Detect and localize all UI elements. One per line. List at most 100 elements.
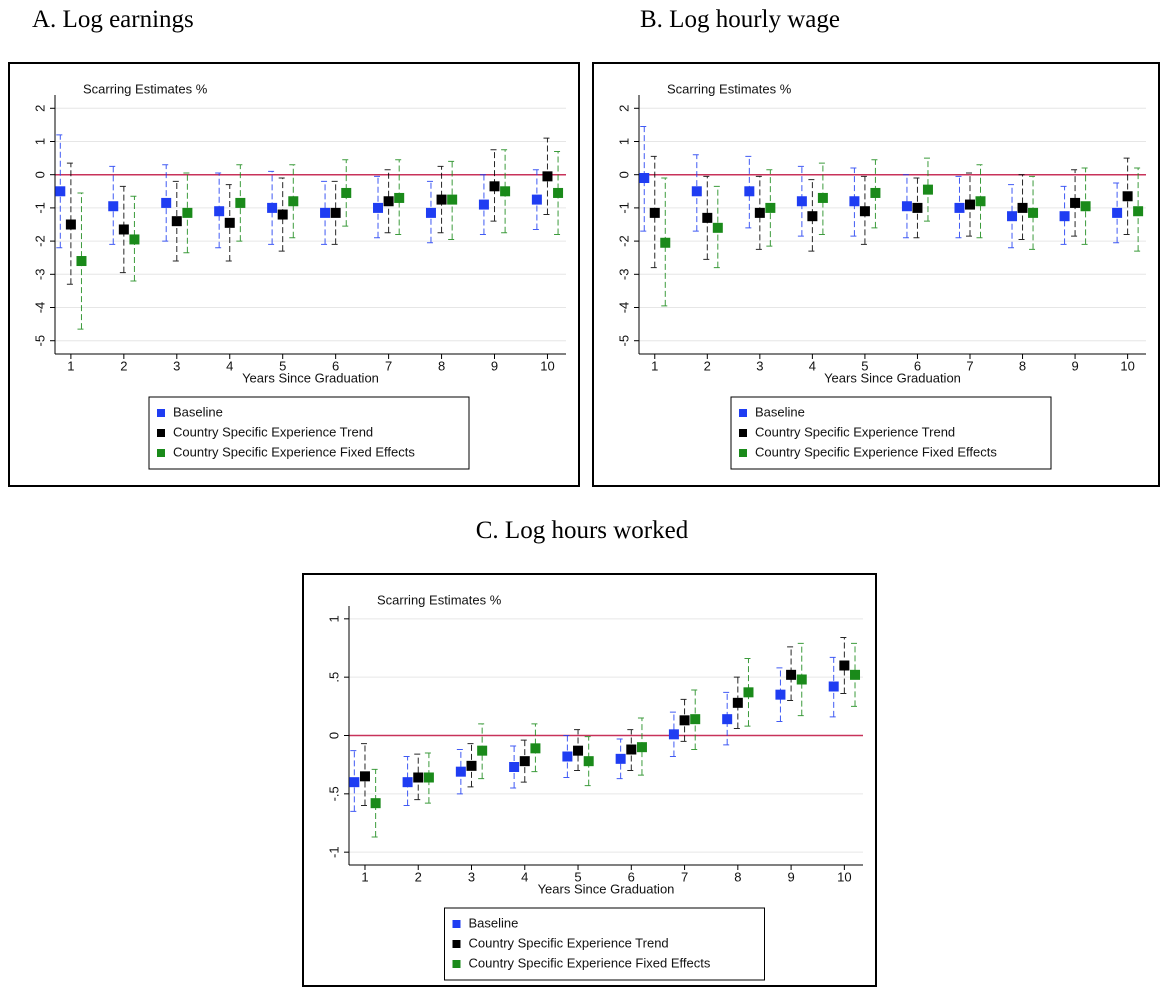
y-tick-label: 0 [616, 171, 631, 178]
point-estimate [732, 697, 743, 708]
legend-box [148, 396, 470, 470]
point-estimate [690, 714, 701, 725]
point-estimate [224, 217, 235, 228]
point-estimate [649, 207, 660, 218]
legend-label: Baseline [755, 404, 805, 419]
point-estimate [691, 186, 702, 197]
error-bar [787, 646, 796, 701]
point-estimate [850, 669, 861, 680]
point-estimate [901, 201, 912, 212]
point-estimate [1028, 207, 1039, 218]
point-estimate [394, 192, 405, 203]
x-tick-label: 9 [1071, 358, 1078, 373]
legend-box [730, 396, 1052, 470]
x-tick-label: 10 [540, 358, 554, 373]
y-tick-label: -2 [616, 235, 631, 247]
error-bar [584, 736, 593, 787]
point-estimate [702, 212, 713, 223]
chart-box: 2 1 0 -1 -2 -3 -4 -5 1 2 3 4 5 6 7 8 9 10 Years Since Grad… [8, 62, 580, 487]
x-tick-label: 7 [681, 869, 688, 884]
x-tick-label: 2 [704, 358, 711, 373]
error-bar [818, 162, 827, 235]
legend-swatch [739, 409, 747, 417]
x-tick-label: 7 [385, 358, 392, 373]
x-tick-label: 2 [415, 869, 422, 884]
legend-label: Country Specific Experience Trend [469, 935, 669, 950]
point-estimate [349, 777, 360, 788]
legend-label: Country Specific Experience Trend [755, 424, 955, 439]
x-tick-label: 2 [120, 358, 127, 373]
error-bar [424, 752, 433, 804]
point-estimate [636, 742, 647, 753]
point-estimate [849, 196, 860, 207]
error-bar [640, 126, 649, 232]
error-bar [871, 159, 880, 229]
point-estimate [553, 187, 564, 198]
y-axis-label: Scarring Estimates % [377, 592, 502, 607]
point-estimate [975, 196, 986, 207]
x-tick-label: 8 [438, 358, 445, 373]
point-estimate [182, 207, 193, 218]
point-estimate [679, 715, 690, 726]
point-estimate [531, 194, 542, 205]
point-estimate [129, 234, 140, 245]
x-tick-label: 10 [1120, 358, 1134, 373]
y-axis-label: Scarring Estimates % [667, 81, 792, 96]
legend-swatch [157, 429, 165, 437]
point-estimate [55, 186, 66, 197]
point-estimate [1017, 202, 1028, 213]
point-estimate [477, 745, 488, 756]
y-tick-label: -1 [32, 202, 47, 214]
point-estimate [839, 660, 850, 671]
point-estimate [425, 207, 436, 218]
x-tick-label: 1 [651, 358, 658, 373]
y-axis-label: Scarring Estimates % [83, 81, 208, 96]
panel-title: A. Log earnings [32, 6, 194, 33]
point-estimate [320, 207, 331, 218]
point-estimate [413, 772, 424, 783]
point-estimate [775, 689, 786, 700]
point-estimate [373, 202, 384, 213]
point-estimate [423, 772, 434, 783]
error-bar [371, 768, 380, 838]
point-estimate [870, 187, 881, 198]
point-estimate [118, 224, 129, 235]
y-tick-label: 2 [32, 105, 47, 112]
point-estimate [765, 202, 776, 213]
error-bar [119, 185, 128, 274]
panel-title: C. Log hours worked [475, 517, 689, 544]
legend-label: Country Specific Experience Fixed Effect… [755, 444, 997, 459]
error-bar [745, 155, 754, 229]
point-estimate [639, 173, 650, 184]
point-estimate [796, 196, 807, 207]
x-axis-label: Years Since Graduation [824, 370, 961, 385]
legend-swatch [452, 960, 461, 968]
point-estimate [660, 237, 671, 248]
y-tick-label: 1 [32, 138, 47, 145]
x-tick-label: 9 [787, 869, 794, 884]
x-tick-label: 3 [756, 358, 763, 373]
y-tick-label: .5 [326, 672, 341, 683]
point-estimate [954, 202, 965, 213]
legend-label: Country Specific Experience Trend [173, 424, 373, 439]
point-estimate [402, 777, 413, 788]
x-tick-label: 4 [809, 358, 816, 373]
point-estimate [530, 743, 541, 754]
x-tick-label: 5 [279, 358, 286, 373]
point-estimate [214, 206, 225, 217]
chart: 1 .5 0 -.5 -1 1 2 3 4 5 6 7 8 9 10 Years Since Graduati… [326, 592, 863, 981]
point-estimate [235, 197, 246, 208]
point-estimate [383, 196, 394, 207]
point-estimate [455, 766, 466, 777]
legend-swatch [739, 449, 747, 457]
point-estimate [964, 199, 975, 210]
point-estimate [65, 219, 76, 230]
point-estimate [583, 756, 594, 767]
y-tick-label: 1 [616, 138, 631, 145]
x-tick-label: 6 [332, 358, 339, 373]
point-estimate [859, 206, 870, 217]
point-estimate [1070, 197, 1081, 208]
point-estimate [743, 687, 754, 698]
x-tick-label: 1 [67, 358, 74, 373]
error-bar [744, 658, 753, 727]
